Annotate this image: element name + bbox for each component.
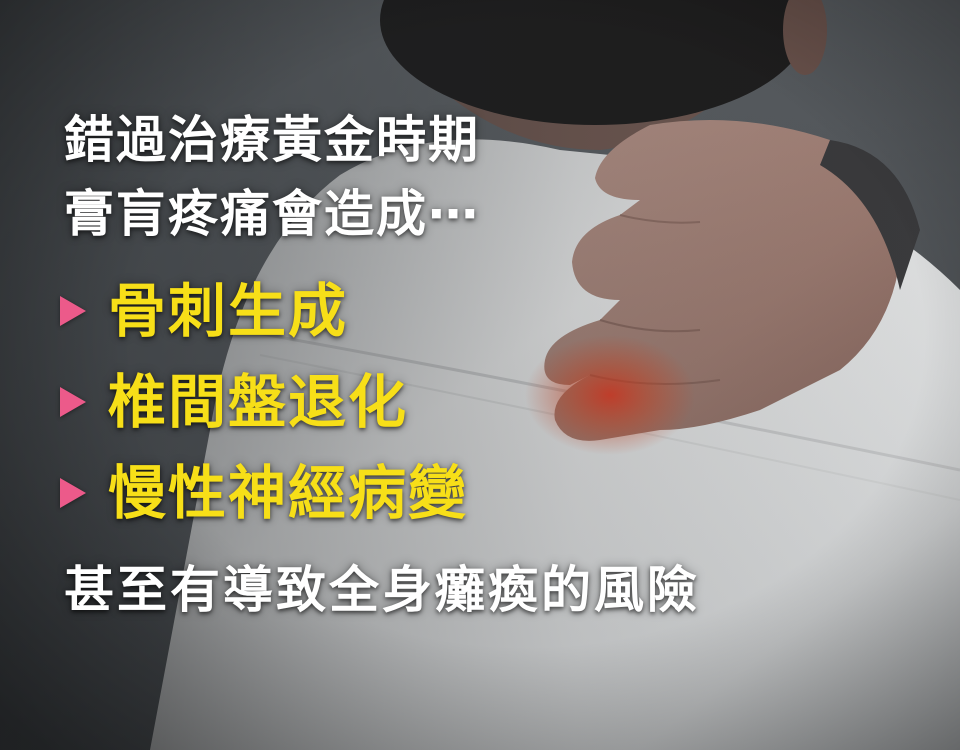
bullet-item: 骨刺生成 xyxy=(60,279,348,343)
bullet-item: 慢性神經病變 xyxy=(60,461,468,525)
bullet-text: 慢性神經病變 xyxy=(108,459,469,527)
bullet-item: 椎間盤退化 xyxy=(60,370,408,434)
bullet-text: 椎間盤退化 xyxy=(108,368,409,436)
bullet-text: 骨刺生成 xyxy=(108,277,349,345)
headline-line-1: 錯過治療黃金時期 xyxy=(64,111,480,169)
triangle-right-icon xyxy=(60,478,86,508)
headline-line-2: 膏肓疼痛會造成⋯ xyxy=(64,185,480,243)
triangle-right-icon xyxy=(60,296,86,326)
triangle-right-icon xyxy=(60,387,86,417)
footer-warning: 甚至有導致全身癱瘓的風險 xyxy=(64,561,700,619)
